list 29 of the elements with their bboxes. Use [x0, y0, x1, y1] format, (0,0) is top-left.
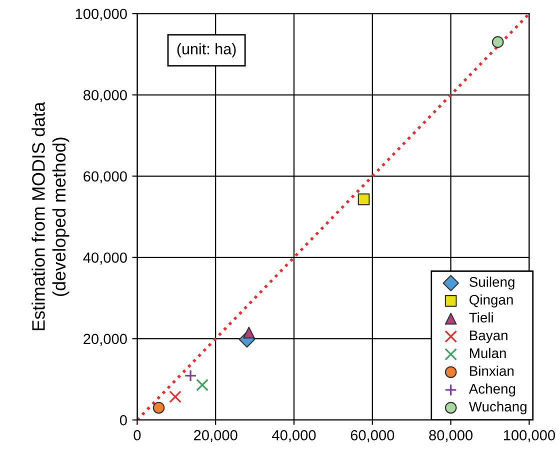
point	[169, 390, 182, 404]
y-tick-label: 80,000	[84, 90, 127, 102]
x-tick-label: 0	[134, 430, 141, 440]
point	[492, 36, 504, 48]
x-tick-label: 60,000	[350, 430, 394, 442]
y-tick-label: 40,000	[83, 252, 127, 265]
legend-label: Acheng	[468, 384, 516, 396]
y-tick-label: 60,000	[84, 171, 127, 184]
x-tick-label: 20,000	[194, 430, 238, 442]
point	[196, 378, 208, 392]
y-tick-label: 100,000	[76, 8, 127, 21]
y-tick-label: 0	[120, 415, 127, 426]
point	[242, 326, 255, 339]
legend-label: Tieli	[469, 312, 493, 323]
annotation: (unit: ha)	[177, 43, 236, 58]
point	[184, 369, 197, 382]
point	[152, 402, 165, 414]
legend-label: Wuchang	[468, 401, 526, 414]
x-tick-label: 100,000	[504, 430, 555, 442]
point	[358, 193, 370, 206]
legend-label: Suileng	[470, 276, 514, 290]
legend-label: Binxian	[470, 366, 514, 376]
y-tick-label: 20,000	[84, 334, 127, 346]
legend-label: Bayan	[470, 330, 508, 344]
legend-label: Mulan	[470, 348, 506, 358]
x-tick-label: 80,000	[429, 430, 473, 442]
y-axis-title: Estimation from MODIS data (developed method)	[32, 102, 70, 330]
x-tick-label: 40,000	[272, 430, 316, 442]
legend-label: Qingan	[470, 294, 513, 308]
